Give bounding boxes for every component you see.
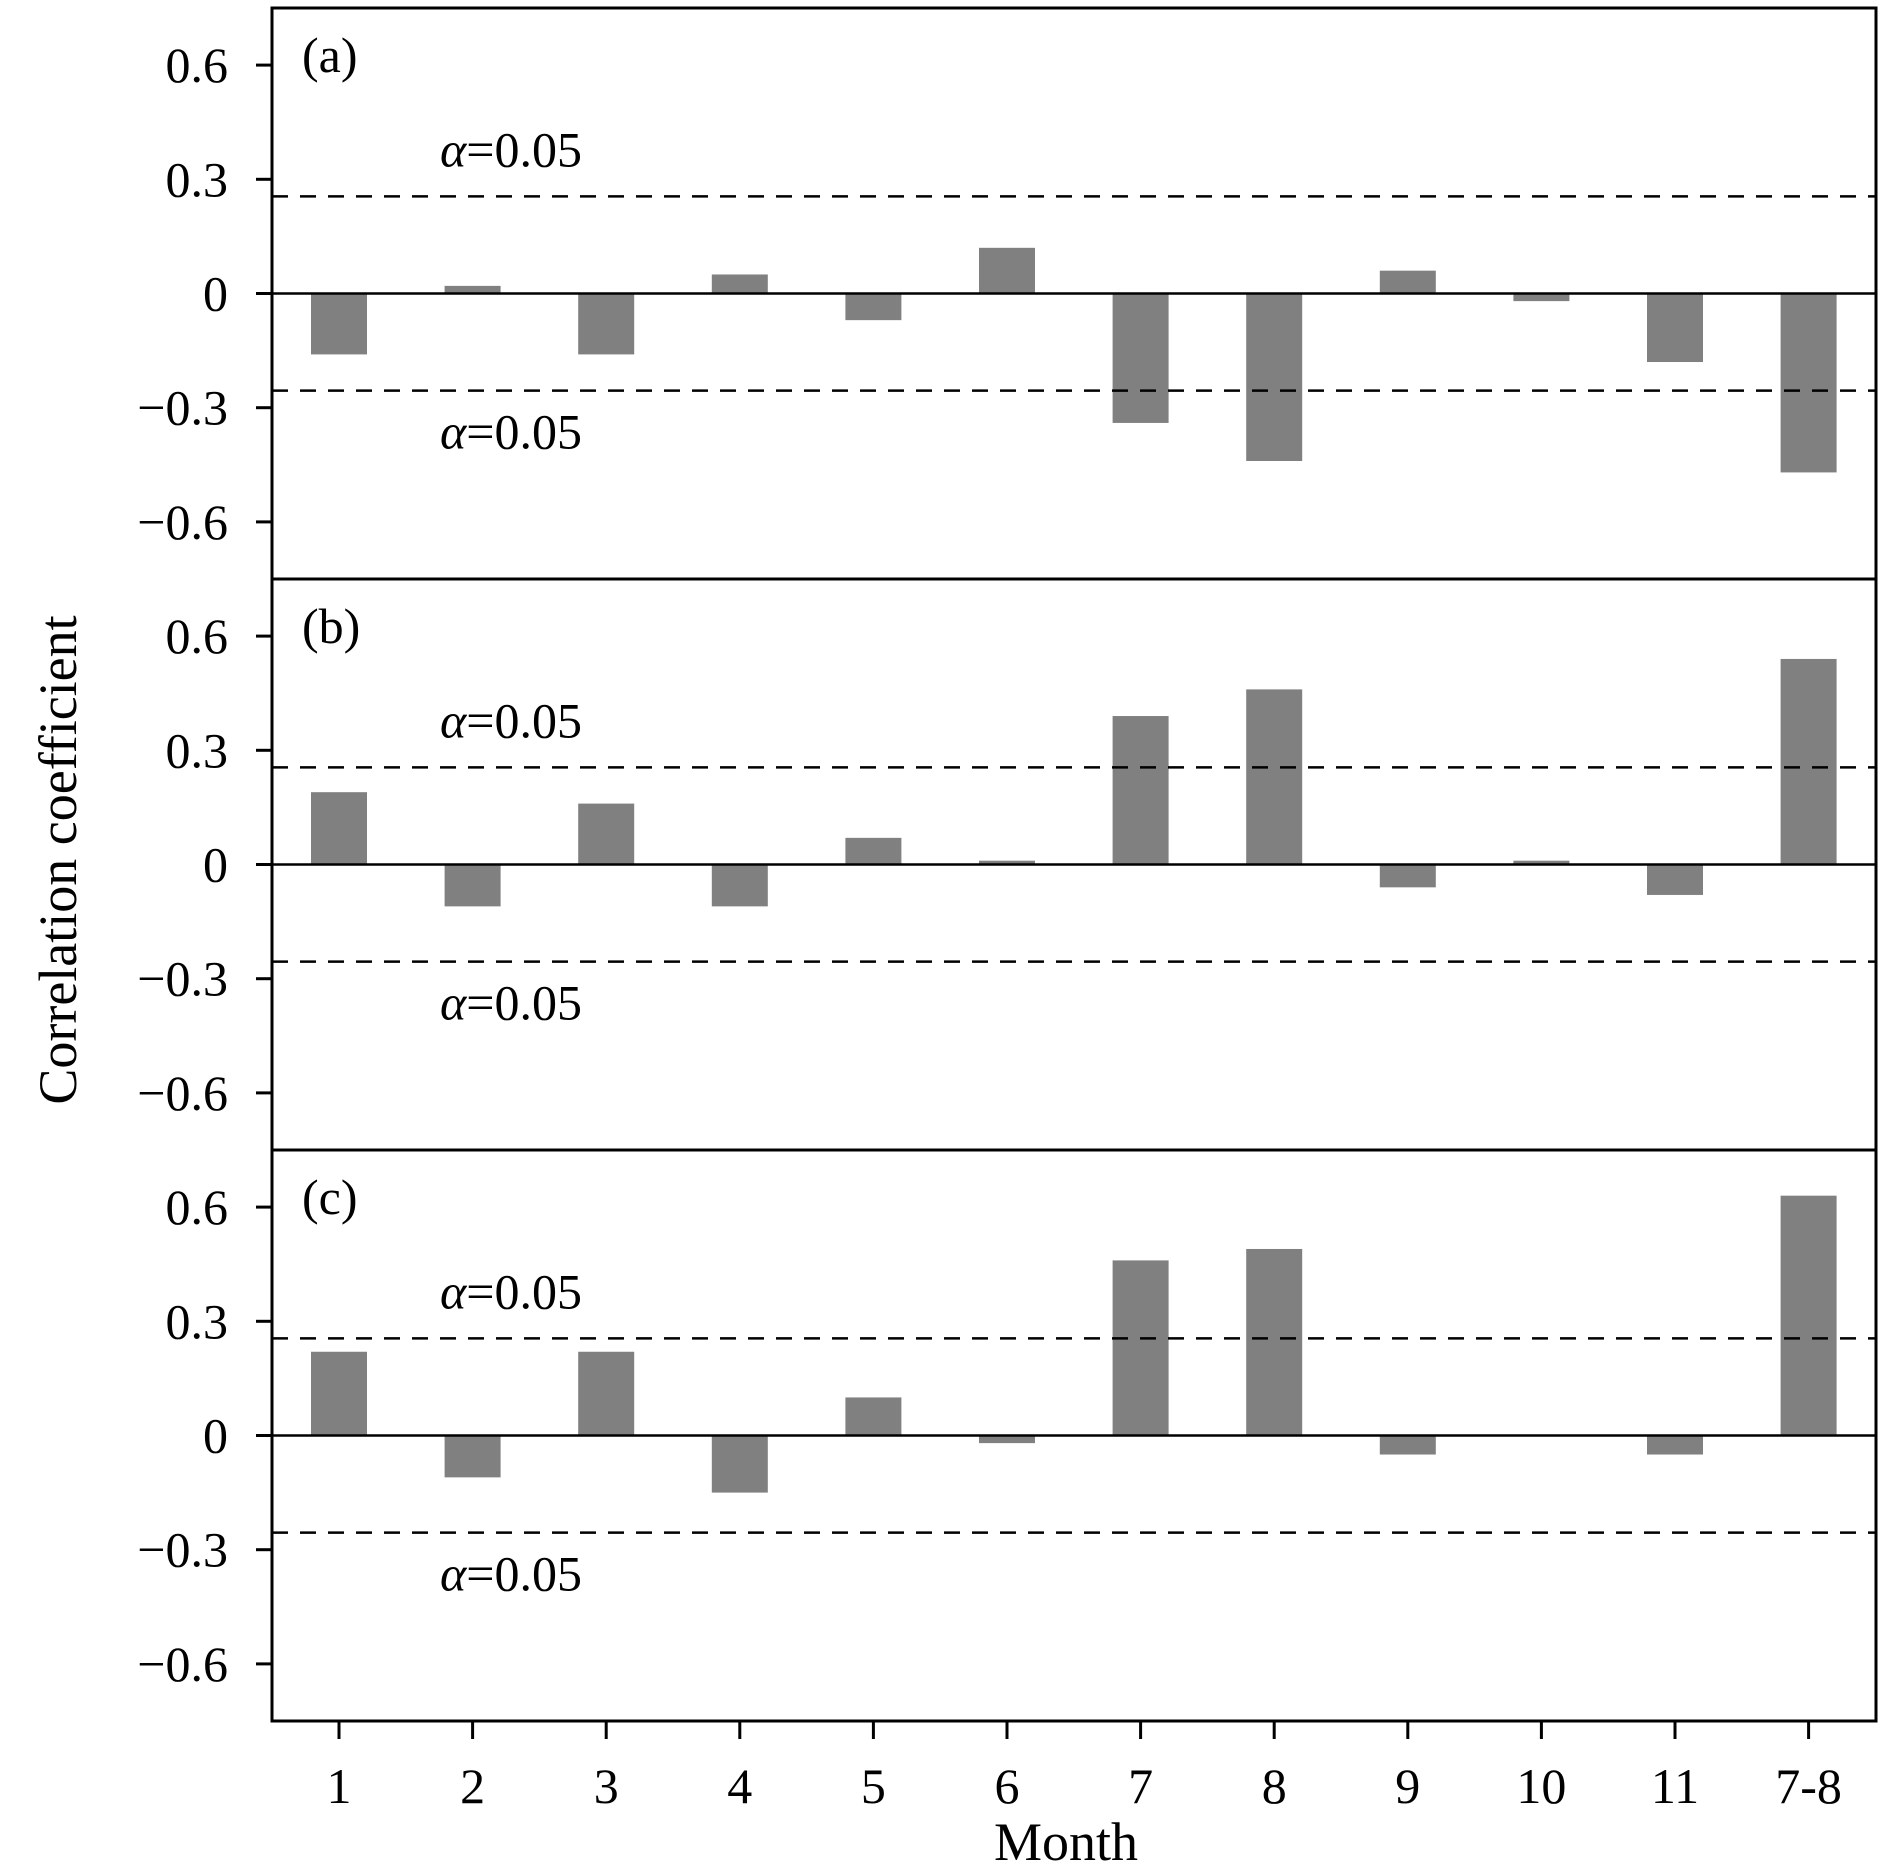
bar-5 bbox=[845, 1397, 902, 1436]
bar-2 bbox=[444, 285, 501, 294]
y-tick-label: 0 bbox=[203, 837, 228, 893]
x-tick-label: 5 bbox=[861, 1758, 886, 1814]
y-tick-label: 0.3 bbox=[166, 722, 229, 778]
bar-1 bbox=[311, 792, 367, 865]
y-tick-label: 0.6 bbox=[166, 37, 229, 93]
y-tick-label: −0.3 bbox=[137, 380, 228, 436]
bar-7-8 bbox=[1780, 658, 1837, 865]
bar-4 bbox=[711, 1435, 768, 1493]
x-tick-label: 1 bbox=[327, 1758, 352, 1814]
y-tick-label: −0.6 bbox=[137, 494, 228, 550]
bar-7 bbox=[1112, 716, 1169, 865]
significance-label-lower: α=0.05 bbox=[440, 404, 582, 460]
panel-label: (c) bbox=[302, 1169, 358, 1225]
y-tick-label: 0.6 bbox=[166, 1179, 229, 1235]
bar-11 bbox=[1647, 1435, 1703, 1455]
bar-9 bbox=[1379, 270, 1436, 294]
bar-11 bbox=[1647, 293, 1703, 363]
bar-3 bbox=[578, 803, 635, 865]
bar-5 bbox=[845, 293, 902, 321]
bar-11 bbox=[1647, 864, 1703, 895]
significance-label-upper: α=0.05 bbox=[440, 121, 582, 177]
bar-1 bbox=[311, 1351, 367, 1436]
bar-6 bbox=[979, 1435, 1035, 1444]
x-tick-label: 7 bbox=[1128, 1758, 1153, 1814]
y-tick-label: 0.3 bbox=[166, 1293, 229, 1349]
bar-10 bbox=[1513, 293, 1570, 302]
x-tick-label: 11 bbox=[1651, 1758, 1699, 1814]
x-tick-label: 3 bbox=[594, 1758, 619, 1814]
panel-label: (a) bbox=[302, 27, 358, 83]
x-tick-label: 6 bbox=[995, 1758, 1020, 1814]
panel-3: 0.6 0.3 0 −0.3 −0.6 α=0.05 α=0.05 (c) bbox=[137, 1148, 1878, 1723]
y-axis-title: Correlation coefficient bbox=[28, 615, 88, 1104]
bar-4 bbox=[711, 864, 768, 907]
x-tick-label: 7-8 bbox=[1775, 1758, 1842, 1814]
bar-4 bbox=[711, 274, 768, 294]
bar-3 bbox=[578, 293, 635, 355]
y-tick-label: −0.3 bbox=[137, 1522, 228, 1578]
y-tick-label: −0.6 bbox=[137, 1065, 228, 1121]
bar-6 bbox=[979, 247, 1035, 294]
bar-3 bbox=[578, 1351, 635, 1436]
y-tick-label: 0.6 bbox=[166, 608, 229, 664]
significance-label-upper: α=0.05 bbox=[440, 1263, 582, 1319]
significance-label-lower: α=0.05 bbox=[440, 975, 582, 1031]
x-tick-label: 9 bbox=[1395, 1758, 1420, 1814]
y-tick-label: 0 bbox=[203, 266, 228, 322]
bar-1 bbox=[311, 293, 367, 355]
bar-8 bbox=[1246, 689, 1303, 865]
y-tick-label: −0.6 bbox=[137, 1636, 228, 1692]
bar-2 bbox=[444, 864, 501, 907]
bar-7 bbox=[1112, 1260, 1169, 1436]
bar-10 bbox=[1513, 860, 1570, 865]
x-tick-label: 4 bbox=[727, 1758, 752, 1814]
y-tick-label: 0 bbox=[203, 1408, 228, 1464]
bar-8 bbox=[1246, 1248, 1303, 1436]
y-tick-label: 0.3 bbox=[166, 151, 229, 207]
panels-layer: 0.6 0.3 0 −0.3 −0.6 α=0.05 α=0.05 (a) 0.6 0.3 0 −0.… bbox=[137, 6, 1878, 1723]
panel-1: 0.6 0.3 0 −0.3 −0.6 α=0.05 α=0.05 (a) bbox=[137, 6, 1878, 581]
bar-5 bbox=[845, 837, 902, 865]
bar-6 bbox=[979, 860, 1035, 865]
significance-label-upper: α=0.05 bbox=[440, 692, 582, 748]
x-axis: 1 2 3 4 5 6 7 8 9 10 11 7-8 bbox=[327, 1721, 1842, 1814]
x-axis-title: Month bbox=[994, 1812, 1138, 1871]
panel-2: 0.6 0.3 0 −0.3 −0.6 α=0.05 α=0.05 (b) bbox=[137, 577, 1878, 1152]
bar-8 bbox=[1246, 293, 1303, 461]
x-tick-label: 10 bbox=[1516, 1758, 1566, 1814]
bar-2 bbox=[444, 1435, 501, 1478]
panel-label: (b) bbox=[302, 598, 360, 654]
y-tick-label: −0.3 bbox=[137, 951, 228, 1007]
x-tick-label: 2 bbox=[460, 1758, 485, 1814]
bar-7-8 bbox=[1780, 293, 1837, 473]
bar-9 bbox=[1379, 1435, 1436, 1455]
bar-7-8 bbox=[1780, 1195, 1837, 1436]
bar-9 bbox=[1379, 864, 1436, 888]
x-tick-label: 8 bbox=[1262, 1758, 1287, 1814]
bar-7 bbox=[1112, 293, 1169, 423]
significance-label-lower: α=0.05 bbox=[440, 1546, 582, 1602]
